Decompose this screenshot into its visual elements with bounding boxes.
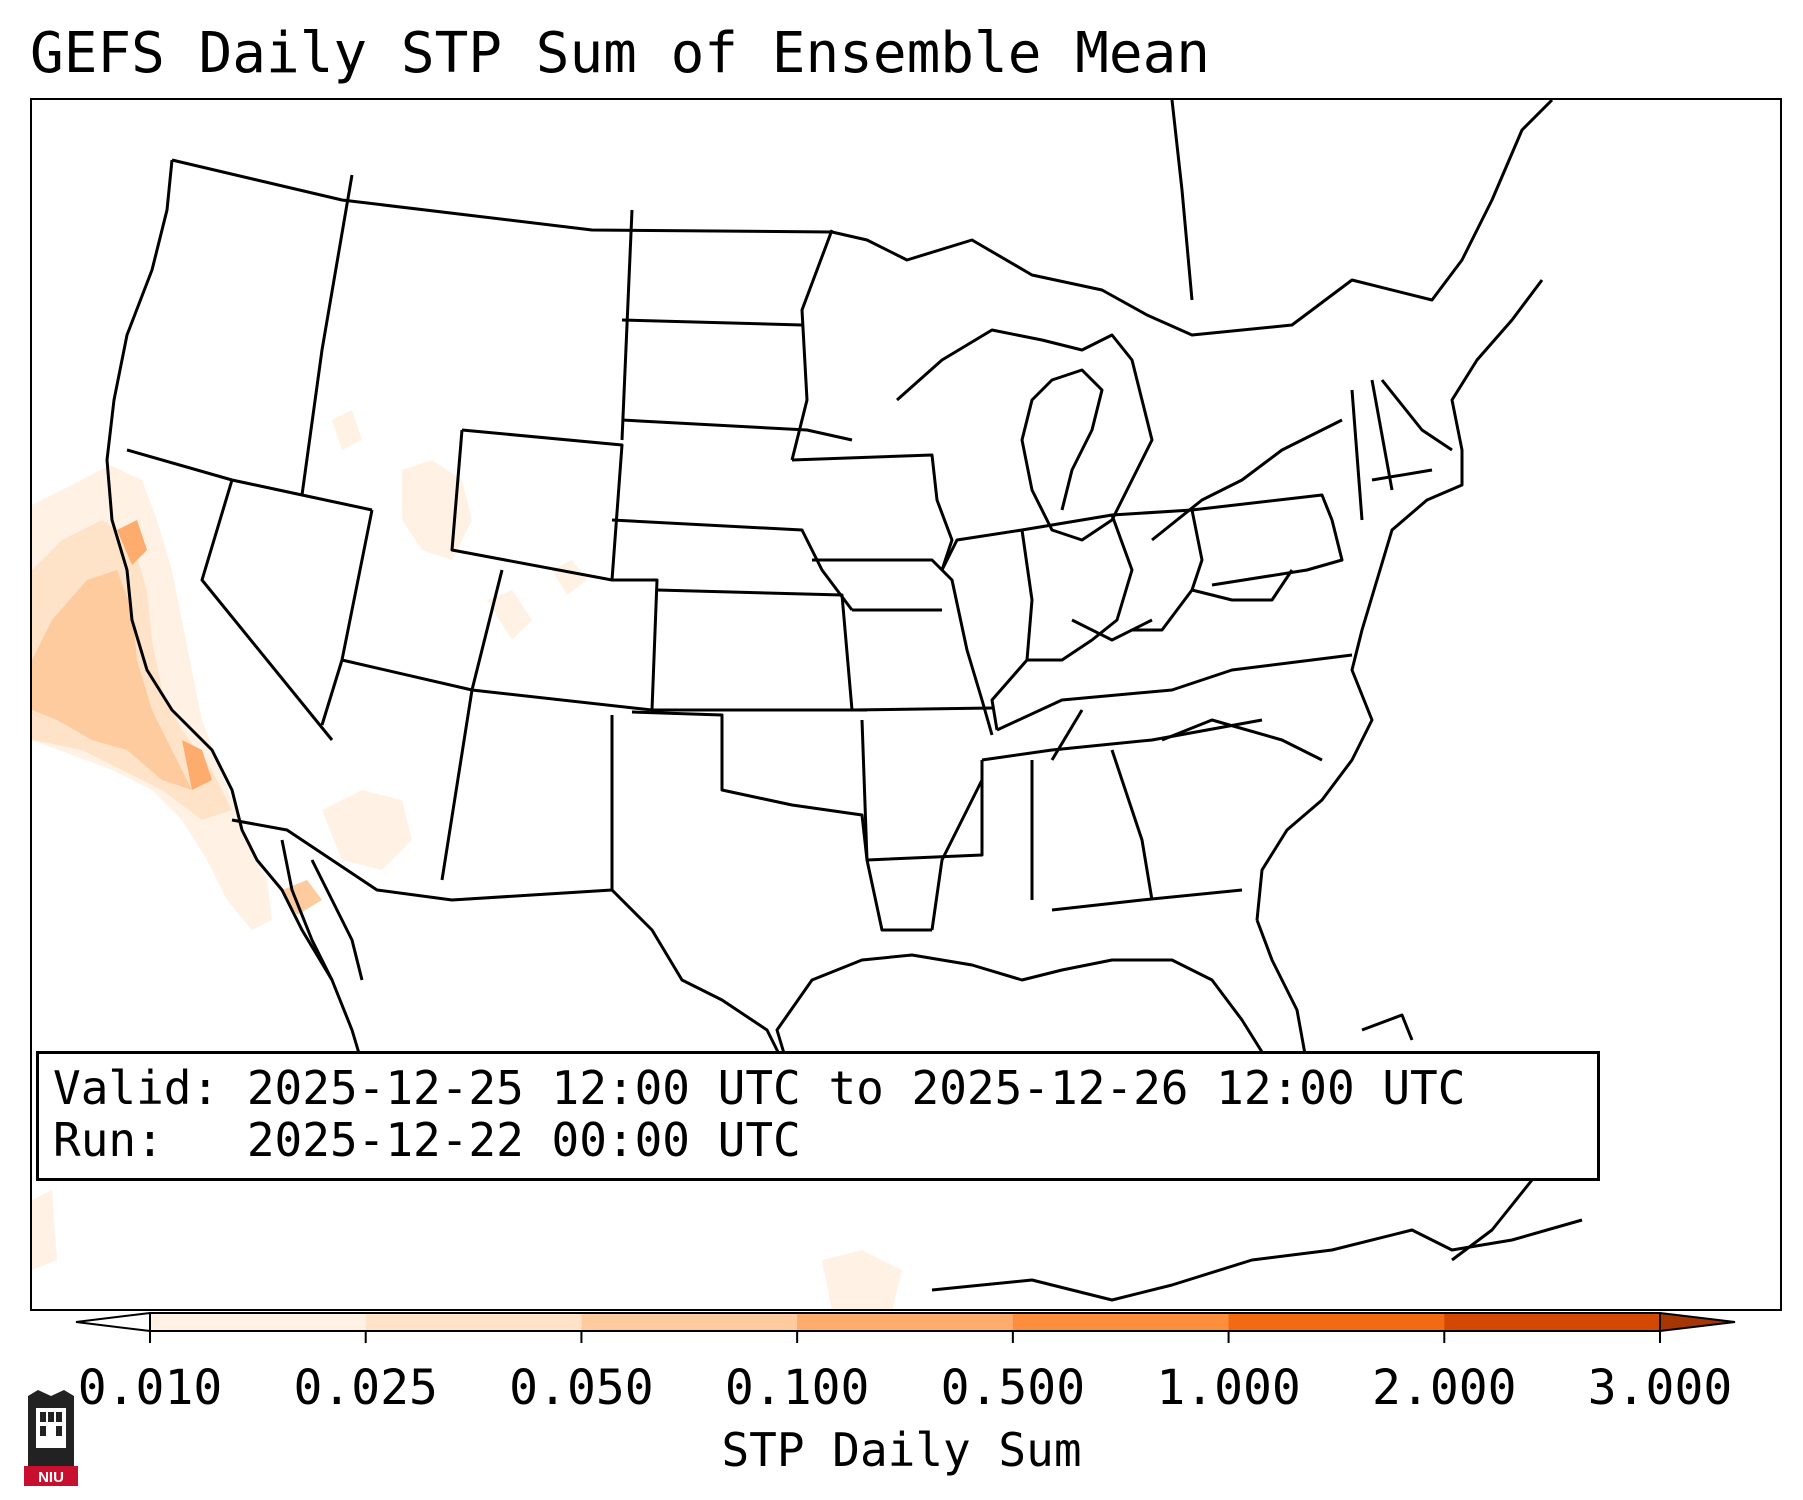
colorbar-bin xyxy=(581,1313,798,1331)
valid-run-info-box: Valid: 2025-12-25 12:00 UTC to 2025-12-2… xyxy=(36,1051,1600,1181)
colorbar-extend-low xyxy=(75,1311,151,1333)
colorbar-ticks xyxy=(149,1331,1661,1343)
colorbar-extend-high xyxy=(1659,1311,1736,1333)
stp-shading xyxy=(32,410,902,1309)
colorbar-bin xyxy=(1228,1313,1445,1331)
colorbar-bin xyxy=(1444,1313,1661,1331)
colorbar-bin xyxy=(365,1313,582,1331)
colorbar-outline xyxy=(149,1312,1661,1332)
colorbar-bins xyxy=(150,1313,1661,1331)
run-time-line: Run: 2025-12-22 00:00 UTC xyxy=(53,1113,801,1167)
colorbar-tick-label: 0.050 xyxy=(509,1360,654,1416)
colorbar-tick-label: 0.025 xyxy=(293,1360,438,1416)
colorbar-tick-label: 0.100 xyxy=(724,1360,870,1416)
colorbar-tick-label: 0.010 xyxy=(77,1360,223,1416)
niu-logo-text: NIU xyxy=(38,1469,64,1486)
colorbar-bin xyxy=(1012,1313,1230,1331)
colorbar-label: STP Daily Sum xyxy=(721,1423,1082,1477)
colorbar-bin xyxy=(797,1313,1014,1331)
colorbar-tick-label: 2.000 xyxy=(1372,1360,1517,1416)
colorbar-tick-label: 3.000 xyxy=(1587,1360,1733,1416)
niu-logo: NIU xyxy=(24,1390,78,1486)
map-canvas xyxy=(32,100,1593,1309)
colorbar-tick-label: 0.500 xyxy=(940,1360,1086,1416)
map-title: GEFS Daily STP Sum of Ensemble Mean xyxy=(30,21,1211,86)
colorbar-tick-label: 1.000 xyxy=(1156,1360,1301,1416)
colorbar xyxy=(75,1311,1736,1343)
colorbar-bin xyxy=(150,1313,367,1331)
valid-time-line: Valid: 2025-12-25 12:00 UTC to 2025-12-2… xyxy=(53,1061,1466,1115)
